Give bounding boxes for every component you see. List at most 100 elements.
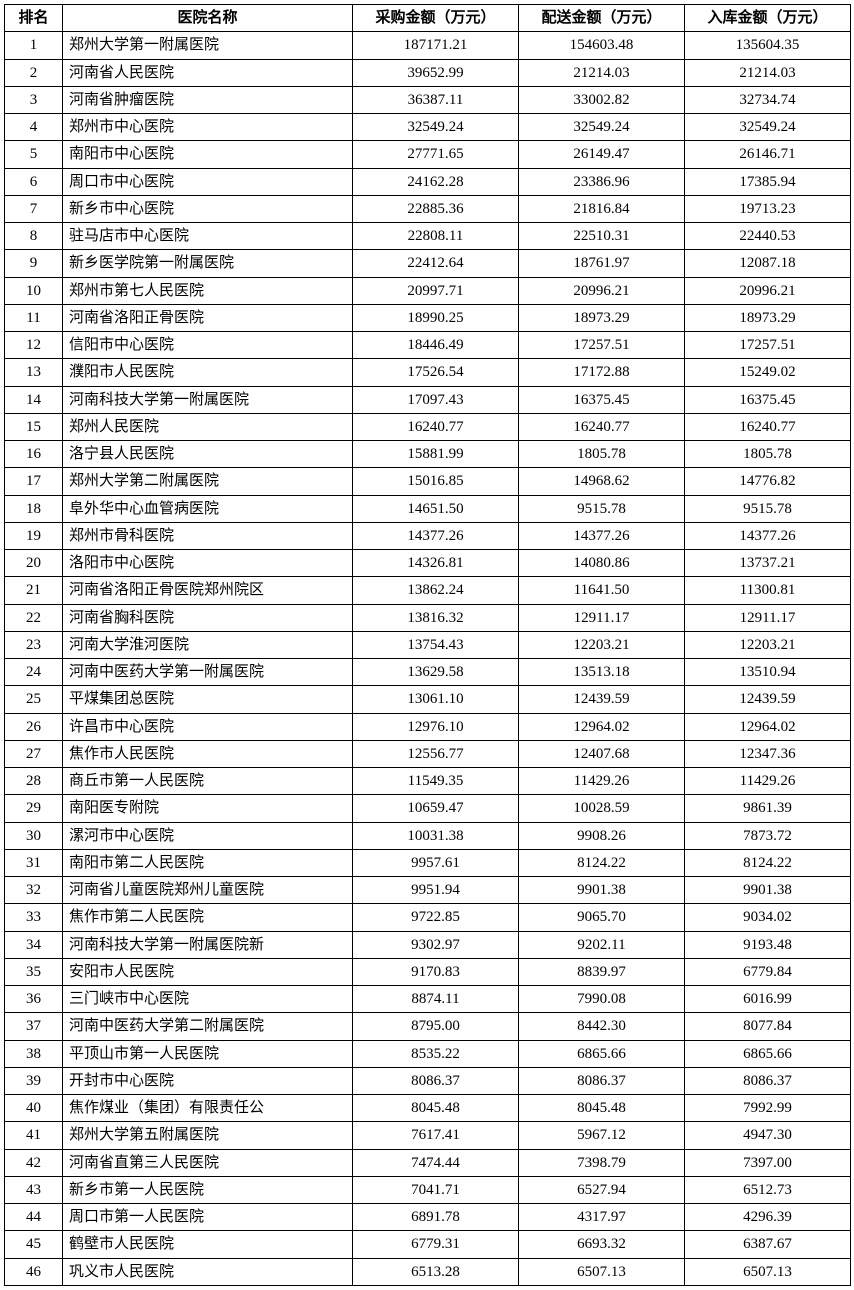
cell-amount1: 18446.49 <box>353 332 519 359</box>
table-row: 2河南省人民医院39652.9921214.0321214.03 <box>5 59 851 86</box>
cell-amount3: 18973.29 <box>685 304 851 331</box>
table-row: 13濮阳市人民医院17526.5417172.8815249.02 <box>5 359 851 386</box>
cell-amount3: 1805.78 <box>685 441 851 468</box>
cell-amount1: 9170.83 <box>353 958 519 985</box>
cell-amount1: 10659.47 <box>353 795 519 822</box>
cell-rank: 22 <box>5 604 63 631</box>
cell-rank: 24 <box>5 659 63 686</box>
cell-rank: 29 <box>5 795 63 822</box>
cell-amount3: 22440.53 <box>685 223 851 250</box>
cell-amount1: 18990.25 <box>353 304 519 331</box>
cell-amount3: 19713.23 <box>685 195 851 222</box>
cell-name: 河南省洛阳正骨医院郑州院区 <box>63 577 353 604</box>
cell-amount1: 27771.65 <box>353 141 519 168</box>
cell-amount2: 14377.26 <box>519 522 685 549</box>
cell-amount1: 24162.28 <box>353 168 519 195</box>
cell-amount3: 32549.24 <box>685 114 851 141</box>
table-row: 23河南大学淮河医院13754.4312203.2112203.21 <box>5 631 851 658</box>
cell-amount2: 12407.68 <box>519 740 685 767</box>
cell-name: 洛宁县人民医院 <box>63 441 353 468</box>
cell-amount3: 15249.02 <box>685 359 851 386</box>
cell-amount3: 9515.78 <box>685 495 851 522</box>
cell-name: 阜外华中心血管病医院 <box>63 495 353 522</box>
col-rank: 排名 <box>5 5 63 32</box>
cell-amount3: 6507.13 <box>685 1258 851 1285</box>
cell-amount1: 14651.50 <box>353 495 519 522</box>
table-row: 33焦作市第二人民医院9722.859065.709034.02 <box>5 904 851 931</box>
cell-amount2: 32549.24 <box>519 114 685 141</box>
cell-amount2: 11641.50 <box>519 577 685 604</box>
cell-amount1: 8874.11 <box>353 986 519 1013</box>
cell-amount1: 20997.71 <box>353 277 519 304</box>
cell-rank: 44 <box>5 1204 63 1231</box>
cell-rank: 46 <box>5 1258 63 1285</box>
cell-amount1: 39652.99 <box>353 59 519 86</box>
table-row: 22河南省胸科医院13816.3212911.1712911.17 <box>5 604 851 631</box>
cell-amount1: 11549.35 <box>353 768 519 795</box>
cell-amount1: 13862.24 <box>353 577 519 604</box>
table-row: 39开封市中心医院8086.378086.378086.37 <box>5 1067 851 1094</box>
cell-amount3: 17257.51 <box>685 332 851 359</box>
cell-rank: 18 <box>5 495 63 522</box>
cell-amount1: 13816.32 <box>353 604 519 631</box>
cell-amount2: 9515.78 <box>519 495 685 522</box>
cell-name: 河南科技大学第一附属医院新 <box>63 931 353 958</box>
hospital-table: 排名 医院名称 采购金额（万元） 配送金额（万元） 入库金额（万元） 1郑州大学… <box>4 4 851 1286</box>
cell-amount1: 9951.94 <box>353 877 519 904</box>
cell-amount2: 21214.03 <box>519 59 685 86</box>
table-row: 43新乡市第一人民医院7041.716527.946512.73 <box>5 1176 851 1203</box>
cell-name: 平煤集团总医院 <box>63 686 353 713</box>
cell-amount3: 9034.02 <box>685 904 851 931</box>
cell-amount3: 12964.02 <box>685 713 851 740</box>
cell-amount2: 20996.21 <box>519 277 685 304</box>
cell-rank: 21 <box>5 577 63 604</box>
cell-amount2: 12439.59 <box>519 686 685 713</box>
table-row: 26许昌市中心医院12976.1012964.0212964.02 <box>5 713 851 740</box>
col-amount3: 入库金额（万元） <box>685 5 851 32</box>
cell-amount3: 11300.81 <box>685 577 851 604</box>
cell-rank: 8 <box>5 223 63 250</box>
table-row: 30漯河市中心医院10031.389908.267873.72 <box>5 822 851 849</box>
table-row: 28商丘市第一人民医院11549.3511429.2611429.26 <box>5 768 851 795</box>
cell-amount3: 7992.99 <box>685 1095 851 1122</box>
cell-rank: 9 <box>5 250 63 277</box>
cell-name: 河南中医药大学第一附属医院 <box>63 659 353 686</box>
table-row: 31南阳市第二人民医院9957.618124.228124.22 <box>5 849 851 876</box>
table-row: 7新乡市中心医院22885.3621816.8419713.23 <box>5 195 851 222</box>
cell-amount2: 8086.37 <box>519 1067 685 1094</box>
cell-amount3: 26146.71 <box>685 141 851 168</box>
table-row: 8驻马店市中心医院22808.1122510.3122440.53 <box>5 223 851 250</box>
cell-amount3: 7873.72 <box>685 822 851 849</box>
cell-amount3: 8077.84 <box>685 1013 851 1040</box>
table-row: 38平顶山市第一人民医院8535.226865.666865.66 <box>5 1040 851 1067</box>
cell-rank: 25 <box>5 686 63 713</box>
cell-name: 河南省肿瘤医院 <box>63 86 353 113</box>
cell-amount3: 13510.94 <box>685 659 851 686</box>
cell-amount2: 18761.97 <box>519 250 685 277</box>
cell-name: 河南科技大学第一附属医院 <box>63 386 353 413</box>
cell-amount2: 9901.38 <box>519 877 685 904</box>
cell-amount2: 17257.51 <box>519 332 685 359</box>
cell-rank: 4 <box>5 114 63 141</box>
table-row: 14河南科技大学第一附属医院17097.4316375.4516375.45 <box>5 386 851 413</box>
table-row: 44周口市第一人民医院6891.784317.974296.39 <box>5 1204 851 1231</box>
cell-amount1: 12976.10 <box>353 713 519 740</box>
cell-name: 郑州市第七人民医院 <box>63 277 353 304</box>
cell-amount2: 10028.59 <box>519 795 685 822</box>
cell-amount1: 32549.24 <box>353 114 519 141</box>
cell-amount2: 12203.21 <box>519 631 685 658</box>
cell-rank: 6 <box>5 168 63 195</box>
cell-name: 南阳市第二人民医院 <box>63 849 353 876</box>
cell-amount3: 11429.26 <box>685 768 851 795</box>
cell-amount3: 4947.30 <box>685 1122 851 1149</box>
col-amount1: 采购金额（万元） <box>353 5 519 32</box>
cell-rank: 27 <box>5 740 63 767</box>
cell-rank: 20 <box>5 550 63 577</box>
cell-amount3: 6779.84 <box>685 958 851 985</box>
table-row: 18阜外华中心血管病医院14651.509515.789515.78 <box>5 495 851 522</box>
table-row: 40焦作煤业（集团）有限责任公8045.488045.487992.99 <box>5 1095 851 1122</box>
table-row: 5南阳市中心医院27771.6526149.4726146.71 <box>5 141 851 168</box>
table-row: 12信阳市中心医院18446.4917257.5117257.51 <box>5 332 851 359</box>
cell-amount1: 9722.85 <box>353 904 519 931</box>
cell-rank: 5 <box>5 141 63 168</box>
